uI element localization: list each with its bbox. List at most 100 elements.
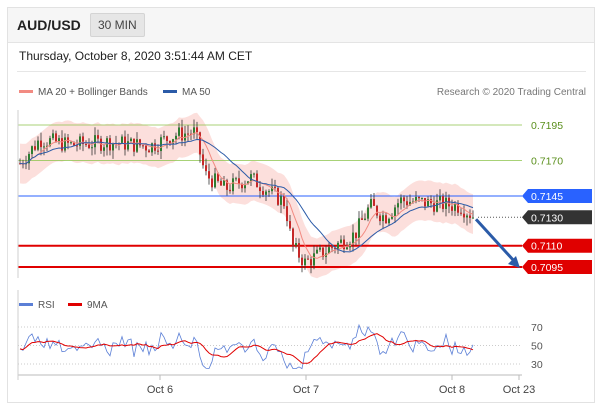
ma20-swatch [19, 89, 33, 93]
candle-body [196, 127, 198, 133]
candle-body [334, 248, 336, 250]
candle-body [160, 137, 162, 152]
level-label-last: 0.7130 [531, 212, 563, 224]
candle-body [421, 197, 423, 199]
candle-body [172, 139, 174, 145]
candle-body [373, 199, 375, 206]
candle-body [235, 178, 237, 180]
candle-body [427, 199, 429, 207]
research-credit: Research © 2020 Trading Central [436, 87, 586, 98]
candle-body [229, 189, 231, 192]
candle-body [94, 135, 96, 148]
legend-9ma-label: 9MA [87, 300, 108, 311]
candle-body [394, 207, 396, 216]
candle-body [238, 178, 240, 184]
candle-body [163, 136, 165, 138]
x-axis: Oct 6 Oct 7 Oct 8 Oct 23 [17, 290, 535, 396]
legend-rsi-label: RSI [38, 300, 55, 311]
candle-body [262, 190, 264, 195]
x-tick-label: Oct 6 [147, 384, 173, 396]
candle-body [397, 203, 399, 208]
candle-body [463, 213, 465, 218]
candle-body [370, 199, 372, 208]
candle-body [175, 135, 177, 140]
candle-body [292, 228, 294, 246]
level-tag-support [522, 260, 592, 274]
rsi-ma-line [19, 333, 474, 364]
candle-body [214, 173, 216, 188]
candle-body [376, 205, 378, 216]
candle-body [469, 215, 471, 218]
candle-body [283, 196, 285, 207]
candle-body [391, 215, 393, 219]
candle-body [232, 178, 234, 192]
rsi-line [19, 323, 474, 370]
candle-body [304, 258, 306, 266]
candle-body [382, 215, 384, 222]
candle-body [301, 257, 303, 266]
candle-body [145, 145, 147, 151]
forecast-arrow-shaft [474, 218, 517, 264]
candle-body [379, 215, 381, 222]
candle-body [28, 153, 30, 164]
legend-ma20-label: MA 20 + Bollinger Bands [38, 87, 148, 98]
candle-body [322, 247, 324, 257]
candle-body [244, 184, 246, 189]
candle-body [385, 215, 387, 224]
candle-body [85, 144, 87, 146]
candle-body [256, 173, 258, 188]
rsi-panel: 70 50 30 [18, 322, 543, 371]
legend-ma50: MA 50 [163, 87, 210, 98]
price-labels: 0.7195 0.7170 0.7145 0.7130 0.7110 0.7095 [522, 120, 592, 274]
rsi-tick-label: 50 [531, 341, 543, 353]
candle-body [430, 199, 432, 204]
candle-body [466, 215, 468, 218]
candle-body [124, 136, 126, 150]
candle-body [319, 247, 321, 250]
chart-card: AUD/USD 30 MIN Thursday, October 8, 2020… [7, 7, 595, 403]
candle-body [403, 197, 405, 202]
candle-body [358, 218, 360, 239]
candle-body [295, 243, 297, 246]
legend-ma20: MA 20 + Bollinger Bands [19, 87, 148, 98]
timestamp: Thursday, October 8, 2020 3:51:44 AM CET [19, 49, 253, 63]
candle-body [151, 143, 153, 153]
candle-body [193, 127, 195, 135]
candle-body [331, 247, 333, 249]
candle-body [433, 203, 435, 212]
candle-body [142, 145, 144, 147]
timeframe-badge[interactable]: 30 MIN [90, 13, 145, 37]
candle-body [310, 259, 312, 266]
x-tick-label: Oct 8 [439, 384, 465, 396]
candle-body [136, 139, 138, 152]
candle-body [247, 181, 249, 185]
candle-body [355, 232, 357, 239]
candle-body [178, 127, 180, 136]
candle-body [31, 146, 33, 154]
candle-body [91, 147, 93, 149]
forecast-arrow-head [508, 256, 520, 268]
candle-body [367, 207, 369, 219]
candle-body [148, 150, 150, 153]
rsi-tick-label: 70 [531, 322, 543, 334]
legend-ma50-label: MA 50 [182, 87, 211, 98]
x-tick-label: Oct 7 [293, 384, 319, 396]
candle-body [166, 136, 168, 141]
price-levels [17, 110, 522, 278]
candle-body [34, 146, 36, 150]
ma50-swatch [163, 89, 177, 93]
candle-body [70, 142, 72, 144]
candle-body [139, 139, 141, 146]
candle-body [424, 197, 426, 207]
candle-body [250, 174, 252, 182]
candle-body [190, 133, 192, 135]
candle-body [337, 242, 339, 249]
candle-body [445, 197, 447, 209]
ma9-swatch [68, 302, 82, 306]
candle-body [73, 142, 75, 146]
candle-body [46, 145, 48, 147]
candle-body [49, 138, 51, 146]
candle-body [112, 143, 114, 151]
candle-body [439, 196, 441, 201]
